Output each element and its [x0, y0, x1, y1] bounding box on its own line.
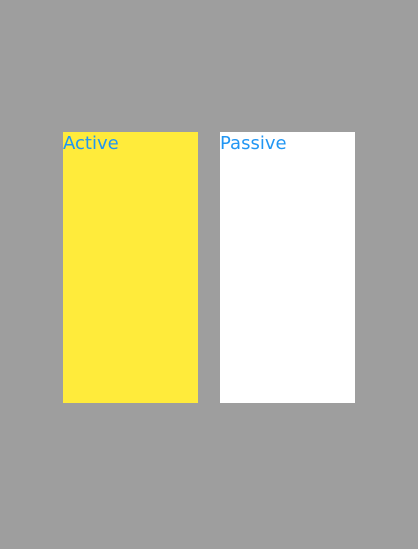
passive-panel-label: Passive: [220, 133, 287, 154]
active-panel-label: Active: [63, 133, 119, 154]
active-panel[interactable]: Active: [63, 132, 198, 403]
passive-panel[interactable]: Passive: [220, 132, 355, 403]
